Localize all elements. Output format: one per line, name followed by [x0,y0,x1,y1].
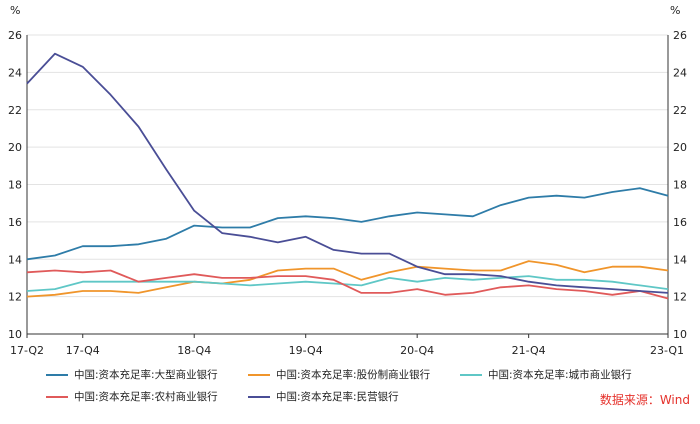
x-axis: 17-Q2 17-Q4 18-Q4 19-Q4 20-Q4 21-Q4 23-Q1 [10,333,684,357]
legend-label: 中国:资本充足率:城市商业银行 [488,369,632,381]
legend-swatch [46,395,68,398]
y-tick-label-left: 20 [8,141,22,154]
legend-swatch [248,373,270,376]
legend-item-1: 中国:资本充足率:大型商业银行 [46,367,218,382]
y-tick-label-left: 16 [8,216,22,229]
x-tick-label: 17-Q4 [66,344,100,357]
y-tick-label-right: 16 [673,216,687,229]
x-tick-label: 23-Q1 [650,344,684,357]
legend-item-4: 中国:资本充足率:农村商业银行 [46,389,218,404]
legend-label: 中国:资本充足率:农村商业银行 [74,391,218,403]
legend-swatch [248,395,270,398]
x-tick-label: 17-Q2 [10,344,44,357]
y-tick-label-right: 10 [673,328,687,341]
y-tick-label-right: 26 [673,29,687,42]
y-tick-label-right: 12 [673,291,687,304]
left-unit-label: % [10,4,20,17]
x-tick-label: 21-Q4 [512,344,546,357]
y-tick-label-left: 18 [8,179,22,192]
series-line-3 [26,275,669,292]
right-y-axis: 10 12 14 16 18 20 22 24 26 [667,29,687,341]
y-tick-label-right: 18 [673,179,687,192]
y-tick-label-right: 20 [673,141,687,154]
y-tick-label-left: 14 [8,253,22,266]
source-note: 数据来源：Wind [599,393,690,407]
x-tick-label: 20-Q4 [400,344,434,357]
series-line-5 [26,52,669,294]
legend-label: 中国:资本充足率:股份制商业银行 [276,369,431,381]
series-line-2 [26,260,669,298]
y-tick-label-left: 12 [8,291,22,304]
legend-item-2: 中国:资本充足率:股份制商业银行 [248,367,430,382]
legend-item-3: 中国:资本充足率:城市商业银行 [460,367,632,382]
y-tick-label-left: 22 [8,104,22,117]
y-tick-label-left: 24 [8,66,22,79]
gridlines [27,34,668,298]
series-line-1 [26,187,669,261]
legend-label: 中国:资本充足率:大型商业银行 [74,369,218,381]
y-tick-label-right: 22 [673,104,687,117]
left-y-axis: 10 12 14 16 18 20 22 24 26 [8,29,28,341]
x-tick-label: 18-Q4 [177,344,211,357]
series-line-4 [26,269,669,300]
right-unit-label: % [670,4,680,17]
x-tick-label: 19-Q4 [289,344,323,357]
y-tick-label-right: 24 [673,66,687,79]
legend-item-5: 中国:资本充足率:民营银行 [248,389,399,404]
legend-swatch [460,373,482,376]
series-lines [26,52,669,300]
legend-label: 中国:资本充足率:民营银行 [276,391,399,403]
legend-swatch [46,373,68,376]
y-tick-label-right: 14 [673,253,687,266]
y-tick-label-left: 26 [8,29,22,42]
y-tick-label-left: 10 [8,328,22,341]
